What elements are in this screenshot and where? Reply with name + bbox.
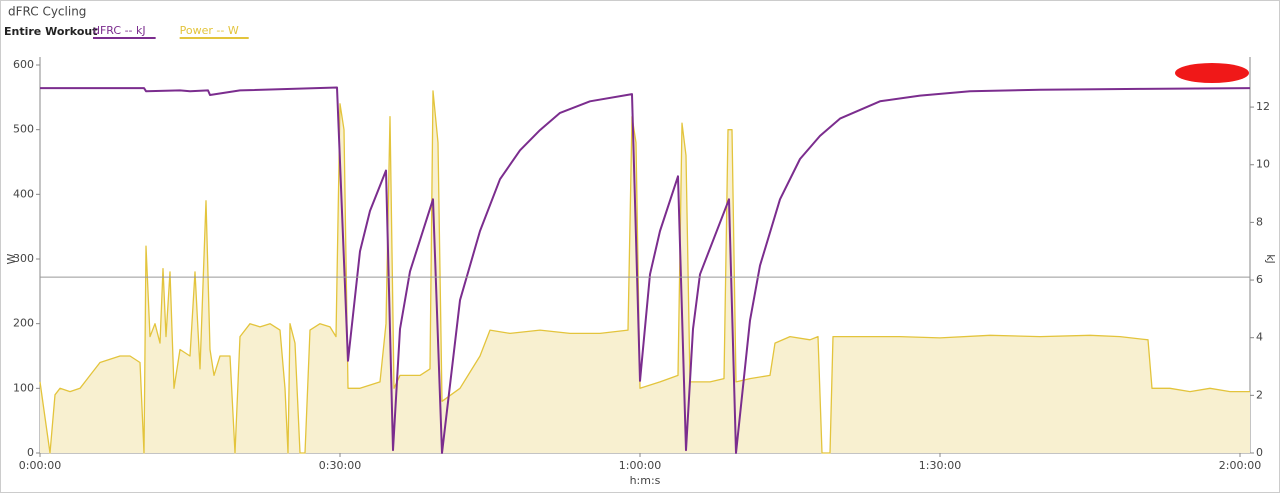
x-tick-label: 0:00:00 — [19, 459, 61, 472]
x-tick-label: 0:30:00 — [319, 459, 361, 472]
y-tick-label: 400 — [13, 187, 34, 200]
y2-axis-label: kJ — [1264, 254, 1277, 264]
y-tick-label: 300 — [13, 252, 34, 265]
y2-tick-label: 6 — [1256, 273, 1263, 286]
y2-tick-label: 10 — [1256, 158, 1270, 171]
y-tick-label: 600 — [13, 58, 34, 71]
chart-title: dFRC Cycling — [8, 5, 86, 19]
legend-label: dFRC -- kJ — [93, 24, 146, 37]
y2-tick-label: 8 — [1256, 215, 1263, 228]
redaction — [1175, 63, 1249, 83]
y2-tick-label: 4 — [1256, 331, 1263, 344]
legend-label: Power -- W — [180, 24, 239, 37]
x-tick-label: 1:00:00 — [619, 459, 661, 472]
y-tick-label: 200 — [13, 317, 34, 330]
y2-tick-label: 0 — [1256, 446, 1263, 459]
y-tick-label: 500 — [13, 123, 34, 136]
series-line — [40, 86, 1251, 454]
area — [40, 90, 1250, 454]
x-tick-label: 2:00:00 — [1219, 459, 1261, 472]
y2-tick-label: 12 — [1256, 100, 1270, 113]
y-tick-label: 100 — [13, 381, 34, 394]
y-tick-label: 0 — [27, 446, 34, 459]
chart-subtitle: Entire Workout — [4, 25, 97, 38]
y2-tick-label: 2 — [1256, 388, 1263, 401]
y-axis-label: W — [5, 253, 18, 264]
x-tick-label: 1:30:00 — [919, 459, 961, 472]
x-axis-label: h:m:s — [630, 474, 661, 487]
